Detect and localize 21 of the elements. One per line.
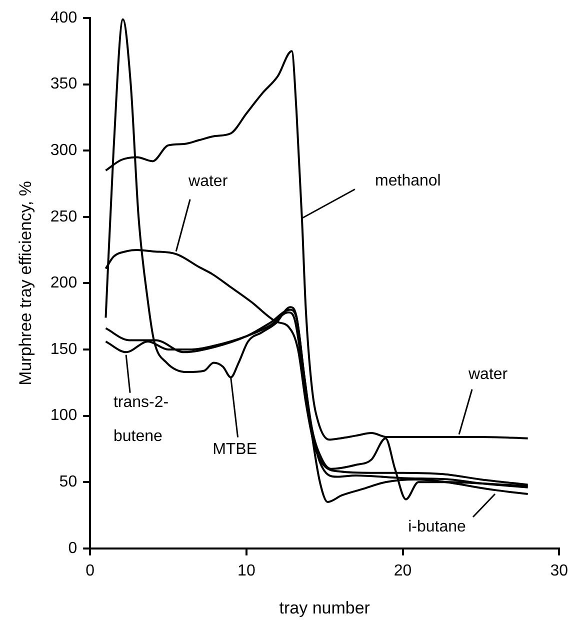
y-tick-label: 350 (50, 76, 78, 93)
y-tick-label: 100 (50, 407, 78, 424)
x-tick-label: 0 (86, 562, 95, 580)
annotation: water (467, 366, 508, 383)
y-tick-label: 50 (59, 474, 78, 491)
annotation: i-butane (408, 518, 466, 536)
y-tick-label: 400 (50, 9, 78, 26)
annotation: water (188, 172, 228, 190)
y-tick-label: 0 (68, 540, 78, 557)
annotation: MTBE (212, 440, 258, 458)
y-tick-label: 150 (50, 340, 78, 358)
x-tick-label: 30 (550, 562, 568, 580)
x-axis-title: tray number (279, 598, 370, 618)
y-tick-label: 200 (50, 274, 78, 292)
y-axis-title: Murphree tray efficiency, % (16, 180, 35, 386)
y-tick-label: 250 (50, 208, 78, 226)
x-tick-label: 20 (394, 562, 412, 580)
x-tick-label: 10 (238, 562, 256, 580)
annotation: methanol (375, 172, 441, 190)
y-tick-label: 300 (50, 142, 78, 160)
annotation: trans-2-butene (113, 394, 169, 446)
